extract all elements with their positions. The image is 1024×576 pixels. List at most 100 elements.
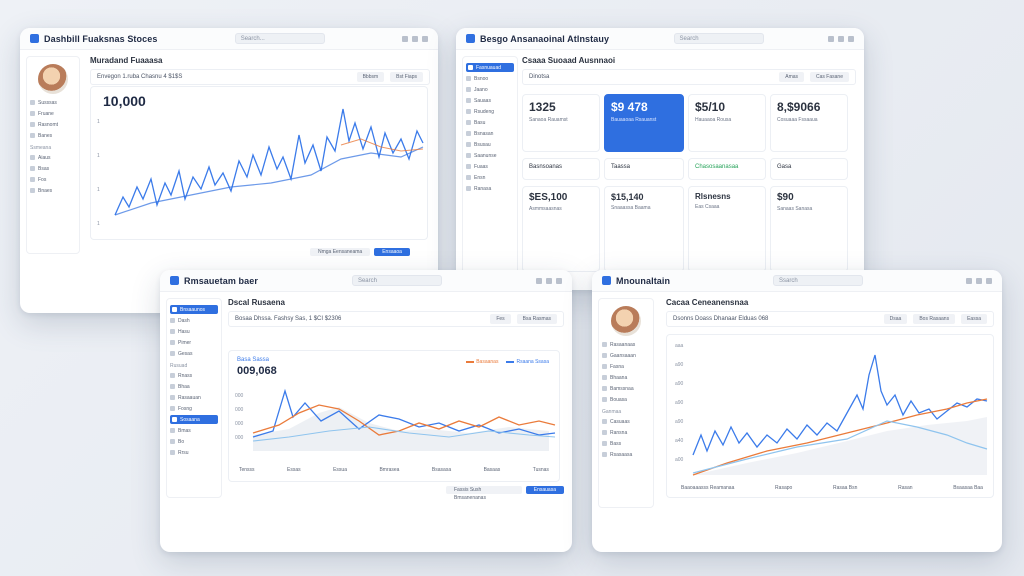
nav-icon [30, 133, 35, 138]
nav-icon [30, 100, 35, 105]
filter-label: Dinotsa [529, 74, 550, 80]
user-icon[interactable] [556, 277, 562, 284]
secondary-button[interactable]: Nmga Eensaneama [310, 248, 371, 256]
sidebar-item[interactable]: Rsasaasa [602, 450, 650, 459]
stat-card[interactable]: $ES,100 Asmmsaasnas [522, 186, 600, 272]
chip[interactable]: Gasa [770, 158, 848, 180]
sidebar-item[interactable]: Bmas [170, 426, 218, 435]
sidebar-item[interactable]: Bsas [30, 164, 76, 173]
sidebar-item[interactable]: Bnaes [30, 186, 76, 195]
chart-panel: Basa Sassa 009,068 Basaanas Rsaana Ssasa… [228, 350, 560, 482]
user-icon[interactable] [421, 35, 428, 42]
sidebar-item[interactable]: Dash [170, 316, 218, 325]
search-input[interactable]: Search [351, 275, 442, 286]
sidebar-heading: Ganmaa [602, 409, 622, 415]
sidebar-item[interactable]: Gaansaaan [602, 351, 650, 360]
kpi-card-selected[interactable]: $9 478 Bauaaoaa Rsauanst [604, 94, 684, 152]
toolbar-button[interactable]: Cas Fasane [810, 72, 849, 82]
sidebar-item[interactable]: Bo [170, 437, 218, 446]
sidebar-item[interactable]: Rsudeng [466, 107, 514, 116]
search-input[interactable]: Ssarch [773, 275, 864, 286]
sidebar-item[interactable]: Fos [30, 175, 76, 184]
sidebar-item[interactable]: Fruane [30, 109, 76, 118]
nav-icon [466, 120, 471, 125]
sidebar-item-active[interactable]: Fasnuauad [466, 63, 514, 72]
sidebar-item[interactable]: Bsnasan [466, 129, 514, 138]
nav-icon [602, 364, 607, 369]
sidebar-item[interactable]: Bass [602, 439, 650, 448]
kpi-card[interactable]: $5/10 Hauaaoa Rousa [688, 94, 766, 152]
toolbar-button[interactable]: Bsa Rasmas [516, 314, 557, 324]
nav-icon [466, 175, 471, 180]
toolbar-button[interactable]: Bos Rasaans [913, 314, 956, 324]
kpi-card[interactable]: 1325 Sanaoa Rauamst [522, 94, 600, 152]
sidebar-item[interactable]: Casuaas [602, 417, 650, 426]
footer-actions: Nmga Eensaneama Ensaaoa [310, 248, 410, 256]
secondary-button[interactable]: Fassis Sush Bmsanenanas [446, 486, 522, 501]
stat-card[interactable]: $90 Sanaas Sanasa [770, 186, 848, 272]
sidebar-item[interactable]: Bhaa [170, 382, 218, 391]
sidebar-item[interactable]: Rasaanaas [602, 340, 650, 349]
sidebar-item[interactable]: Bouasa [602, 395, 650, 404]
sidebar-item[interactable]: Bsnoo [466, 74, 514, 83]
settings-icon[interactable] [546, 277, 552, 284]
sidebar-item[interactable]: Fuaas [466, 162, 514, 171]
sidebar: Bnsaaunos Dash Hasu Pimer Gesas Rusuad R… [166, 298, 222, 498]
toolbar-button[interactable]: Dsaa [883, 314, 908, 324]
user-icon[interactable] [848, 35, 854, 42]
sidebar-item[interactable]: Susssas [30, 98, 76, 107]
sidebar-item[interactable]: Fosng [170, 404, 218, 413]
search-input[interactable]: Search [673, 33, 764, 44]
toolbar-button[interactable]: Eassa [961, 314, 987, 324]
sidebar-item[interactable]: Basu [466, 118, 514, 127]
sidebar-item[interactable]: Ransna [602, 428, 650, 437]
sidebar-item-active[interactable]: Bnsaaunos [170, 305, 218, 314]
toolbar-button[interactable]: Bst Fiaps [390, 72, 423, 82]
sidebar-item[interactable]: Rrsu [170, 448, 218, 457]
sidebar-item[interactable]: Bamssnaa [602, 384, 650, 393]
sidebar-item[interactable]: Pimer [170, 338, 218, 347]
settings-icon[interactable] [838, 35, 844, 42]
stat-card[interactable]: $15,140 Snaaassa Baama [604, 186, 684, 272]
user-icon[interactable] [986, 277, 992, 284]
primary-button[interactable]: Ensauasa [525, 486, 564, 494]
toolbar-button[interactable]: Fes [490, 314, 511, 324]
sidebar-item[interactable]: Saanunse [466, 151, 514, 160]
sidebar-item[interactable]: Bsusau [466, 140, 514, 149]
bell-icon[interactable] [401, 35, 408, 42]
sidebar-item[interactable]: Rasaauan [170, 393, 218, 402]
sidebar-item[interactable]: Sauaas [466, 96, 514, 105]
sidebar-item[interactable]: Aiaus [30, 153, 76, 162]
settings-icon[interactable] [411, 35, 418, 42]
toolbar: Envegon 1.ruba Chasnu 4 $1$S Bbbsm Bst F… [90, 69, 430, 85]
sidebar-item[interactable]: Banes [30, 131, 76, 140]
bell-icon[interactable] [536, 277, 542, 284]
nav-icon [466, 153, 471, 158]
bell-icon[interactable] [966, 277, 972, 284]
toolbar-button[interactable]: Amas [779, 72, 805, 82]
settings-icon[interactable] [976, 277, 982, 284]
sidebar-item[interactable]: Ranasa [466, 184, 514, 193]
sidebar-item-active[interactable]: Sosaana [170, 415, 218, 424]
chart-series-light [692, 420, 988, 474]
nav-icon [30, 177, 35, 182]
sidebar-item[interactable]: Jaano [466, 85, 514, 94]
sidebar-item[interactable]: Rnass [170, 371, 218, 380]
sidebar-item[interactable]: Fasna [602, 362, 650, 371]
kpi-card[interactable]: 8,$9066 Cosuaaa Fssaaua [770, 94, 848, 152]
nav-icon [602, 375, 607, 380]
sidebar-item[interactable]: Bhaana [602, 373, 650, 382]
sidebar-item[interactable]: Ensn [466, 173, 514, 182]
filter-label: Bosaa Dhssa. Fashsy Sas, 1 $CI $2306 [235, 316, 342, 322]
toolbar-button[interactable]: Bbbsm [356, 72, 385, 82]
sidebar-item[interactable]: Rasnomt [30, 120, 76, 129]
stat-card[interactable]: Rlsnesns Eas Csaaa [688, 186, 766, 272]
search-input[interactable]: Search... [234, 33, 325, 44]
primary-button[interactable]: Ensaaoa [374, 248, 410, 256]
bell-icon[interactable] [828, 35, 834, 42]
sidebar-item[interactable]: Hasu [170, 327, 218, 336]
chip[interactable]: Basnsoanas [522, 158, 600, 180]
chip[interactable]: Chasosaanasaa [688, 158, 766, 180]
chip[interactable]: Taassa [604, 158, 684, 180]
sidebar-item[interactable]: Gesas [170, 349, 218, 358]
